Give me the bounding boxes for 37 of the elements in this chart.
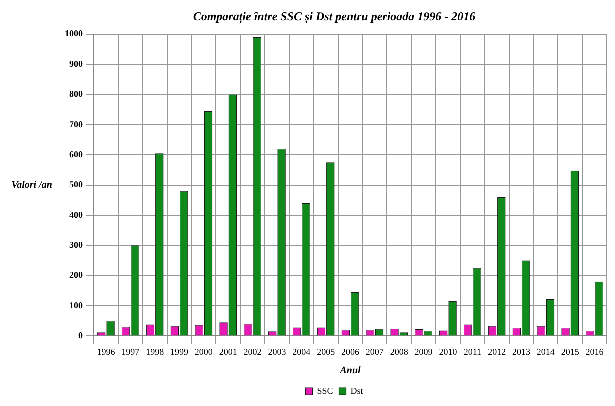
x-tick-label: 1998 [146, 346, 165, 357]
x-tick-label: 1997 [122, 346, 140, 357]
x-tick-label: 2016 [586, 346, 604, 357]
x-tick-label: 2004 [292, 346, 312, 357]
y-tick-label: 200 [70, 270, 84, 280]
y-tick-label: 1000 [65, 28, 84, 39]
x-tick-label: 2001 [219, 346, 238, 357]
x-tick-label: 2010 [439, 346, 458, 357]
x-tick-label: 2003 [268, 346, 287, 357]
legend-label: Dst [350, 386, 364, 396]
legend-label: SSC [317, 386, 334, 396]
x-tick-label: 2000 [194, 346, 214, 357]
y-tick-label: 300 [70, 240, 84, 250]
chart-title: Comparație între SSC și Dst pentru perioada 1996 - 2016 [193, 9, 476, 24]
y-tick-label: 600 [70, 149, 84, 160]
y-tick-label: 400 [70, 210, 84, 220]
y-tick-label: 700 [70, 119, 84, 130]
x-tick-label: 2006 [342, 346, 360, 357]
y-tick-label: 900 [70, 58, 84, 69]
y-tick-label: 0 [78, 330, 84, 341]
x-tick-label: 2015 [561, 346, 580, 357]
x-tick-label: 1999 [170, 346, 189, 357]
x-tick-label: 2014 [536, 346, 556, 357]
x-tick-label: 2011 [464, 346, 482, 357]
y-tick-label: 800 [70, 89, 84, 100]
x-tick-label: 2013 [512, 346, 531, 357]
x-tick-label: 2009 [414, 346, 434, 357]
x-tick-label: 2002 [244, 346, 262, 357]
y-axis-title: Valori /an [12, 180, 53, 191]
x-tick-label: 2005 [317, 346, 336, 357]
x-tick-label: 2008 [390, 346, 409, 357]
x-tick-label: 2012 [488, 346, 506, 357]
y-tick-label: 100 [70, 300, 84, 310]
y-tick-label: 500 [70, 180, 84, 190]
x-axis-title: Anul [339, 366, 362, 377]
x-tick-label: 2007 [366, 346, 384, 357]
x-tick-label: 1996 [97, 346, 116, 357]
